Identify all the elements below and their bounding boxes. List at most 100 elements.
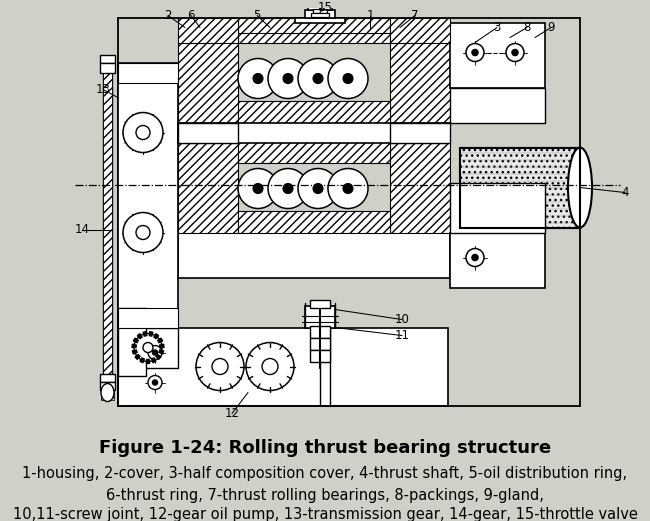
Polygon shape <box>137 333 142 339</box>
Text: 6: 6 <box>187 9 195 22</box>
Circle shape <box>466 249 484 267</box>
Text: 4: 4 <box>621 186 629 199</box>
Circle shape <box>253 73 263 83</box>
Bar <box>310 338 330 350</box>
Circle shape <box>136 126 150 140</box>
Circle shape <box>143 342 153 353</box>
Bar <box>310 350 330 362</box>
Circle shape <box>472 49 478 56</box>
Bar <box>460 147 580 228</box>
Text: 13: 13 <box>96 83 111 96</box>
Bar <box>308 5 332 9</box>
Bar <box>100 63 115 72</box>
Bar <box>238 20 390 43</box>
Circle shape <box>343 183 353 193</box>
Text: 2: 2 <box>164 9 172 22</box>
Bar <box>390 32 450 122</box>
Bar <box>178 232 450 278</box>
Bar <box>178 18 238 43</box>
Circle shape <box>298 168 338 208</box>
Bar <box>305 9 335 18</box>
Circle shape <box>313 73 323 83</box>
Circle shape <box>238 58 278 98</box>
Circle shape <box>123 213 163 253</box>
Polygon shape <box>151 358 156 363</box>
Bar <box>460 147 580 228</box>
Text: 6-thrust ring, 7-thrust rolling bearings, 8-packings, 9-gland,: 6-thrust ring, 7-thrust rolling bearings… <box>106 488 544 503</box>
Text: 15: 15 <box>318 1 332 14</box>
Text: 1: 1 <box>366 9 374 22</box>
Text: 10: 10 <box>395 313 410 326</box>
Text: 7: 7 <box>411 9 419 22</box>
Polygon shape <box>133 350 137 354</box>
Bar <box>103 57 112 378</box>
Polygon shape <box>158 338 162 343</box>
Circle shape <box>472 255 478 260</box>
Text: 3: 3 <box>493 21 501 34</box>
Bar <box>313 8 327 13</box>
Bar <box>460 147 580 228</box>
Bar <box>100 374 115 381</box>
Polygon shape <box>156 355 161 359</box>
Circle shape <box>343 73 353 83</box>
Circle shape <box>268 58 308 98</box>
Circle shape <box>466 44 484 61</box>
Polygon shape <box>154 333 159 339</box>
Circle shape <box>262 358 278 375</box>
Circle shape <box>328 58 368 98</box>
Text: 11: 11 <box>395 329 410 342</box>
Bar <box>118 328 178 367</box>
Polygon shape <box>140 358 144 363</box>
Bar <box>101 386 114 400</box>
Bar <box>178 122 450 143</box>
Bar <box>118 63 178 328</box>
Circle shape <box>512 49 518 56</box>
Circle shape <box>123 113 163 153</box>
Circle shape <box>246 342 294 391</box>
Bar <box>118 307 146 376</box>
Circle shape <box>134 333 162 362</box>
Bar <box>390 122 450 143</box>
Bar <box>178 32 238 122</box>
Circle shape <box>328 168 368 208</box>
Polygon shape <box>132 344 136 348</box>
Bar <box>118 63 178 82</box>
Bar <box>450 88 545 122</box>
Circle shape <box>298 58 338 98</box>
Circle shape <box>153 350 157 355</box>
Text: 5: 5 <box>254 9 261 22</box>
Circle shape <box>506 44 524 61</box>
Circle shape <box>196 342 244 391</box>
Circle shape <box>238 168 278 208</box>
Bar <box>100 55 115 63</box>
Bar <box>390 18 450 43</box>
Text: 14: 14 <box>75 223 90 236</box>
Bar <box>238 141 390 163</box>
Circle shape <box>283 73 293 83</box>
Bar <box>238 18 390 32</box>
Bar <box>118 328 448 405</box>
Bar <box>310 300 330 307</box>
Bar <box>450 182 545 232</box>
Text: 9: 9 <box>547 21 554 34</box>
Polygon shape <box>135 355 140 359</box>
Ellipse shape <box>101 383 114 402</box>
Text: 12: 12 <box>224 407 239 420</box>
Circle shape <box>136 226 150 240</box>
Circle shape <box>148 376 162 390</box>
Bar <box>118 307 178 328</box>
Polygon shape <box>143 331 147 336</box>
Bar <box>178 122 238 143</box>
Bar <box>295 18 345 22</box>
Bar <box>238 210 390 232</box>
Circle shape <box>268 168 308 208</box>
Bar <box>238 101 390 122</box>
Text: 10,11-screw joint, 12-gear oil pump, 13-transmission gear, 14-gear, 15-throttle : 10,11-screw joint, 12-gear oil pump, 13-… <box>12 507 638 521</box>
Polygon shape <box>146 359 150 364</box>
Circle shape <box>283 183 293 193</box>
Polygon shape <box>150 331 153 336</box>
Text: 1-housing, 2-cover, 3-half composition cover, 4-thrust shaft, 5-oil distribution: 1-housing, 2-cover, 3-half composition c… <box>23 466 627 481</box>
Polygon shape <box>133 338 138 343</box>
Polygon shape <box>159 350 164 354</box>
Bar <box>450 22 545 88</box>
